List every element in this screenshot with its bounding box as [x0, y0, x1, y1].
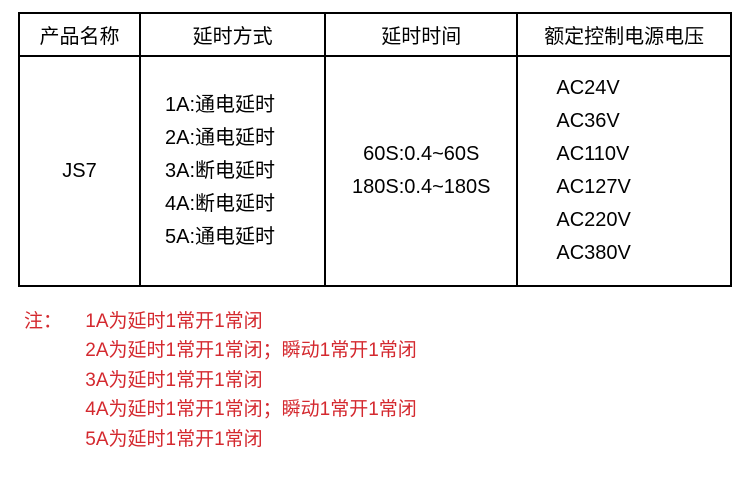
header-voltage: 额定控制电源电压 [517, 13, 731, 56]
notes-block: 注： 1A为延时1常开1常闭 2A为延时1常开1常闭；瞬动1常开1常闭 3A为延… [18, 307, 732, 454]
time-line: 60S:0.4~60S [363, 138, 479, 171]
voltage-line: AC110V [556, 138, 629, 171]
cell-product: JS7 [19, 56, 140, 286]
notes-label: 注： [24, 307, 80, 336]
header-mode: 延时方式 [140, 13, 325, 56]
mode-line: 1A:通电延时 [165, 89, 275, 122]
time-line: 180S:0.4~180S [352, 171, 490, 204]
note-line: 4A为延时1常开1常闭；瞬动1常开1常闭 [85, 395, 417, 424]
mode-line: 5A:通电延时 [165, 221, 275, 254]
note-line: 5A为延时1常开1常闭 [85, 425, 417, 454]
voltage-line: AC24V [556, 72, 619, 105]
spec-table: 产品名称 延时方式 延时时间 额定控制电源电压 JS7 1A:通电延时 2A:通… [18, 12, 732, 287]
cell-times: 60S:0.4~60S 180S:0.4~180S [325, 56, 517, 286]
mode-line: 2A:通电延时 [165, 122, 275, 155]
mode-line: 3A:断电延时 [165, 155, 275, 188]
voltage-line: AC380V [556, 237, 631, 270]
mode-line: 4A:断电延时 [165, 188, 275, 221]
cell-voltages: AC24V AC36V AC110V AC127V AC220V AC380V [517, 56, 731, 286]
header-product: 产品名称 [19, 13, 140, 56]
cell-modes: 1A:通电延时 2A:通电延时 3A:断电延时 4A:断电延时 5A:通电延时 [140, 56, 325, 286]
voltage-line: AC127V [556, 171, 631, 204]
voltage-line: AC220V [556, 204, 631, 237]
header-time: 延时时间 [325, 13, 517, 56]
table-header-row: 产品名称 延时方式 延时时间 额定控制电源电压 [19, 13, 731, 56]
note-line: 1A为延时1常开1常闭 [85, 307, 417, 336]
note-line: 3A为延时1常开1常闭 [85, 366, 417, 395]
table-data-row: JS7 1A:通电延时 2A:通电延时 3A:断电延时 4A:断电延时 5A:通… [19, 56, 731, 286]
voltage-line: AC36V [556, 105, 619, 138]
note-line: 2A为延时1常开1常闭；瞬动1常开1常闭 [85, 336, 417, 365]
notes-content: 1A为延时1常开1常闭 2A为延时1常开1常闭；瞬动1常开1常闭 3A为延时1常… [85, 307, 417, 454]
